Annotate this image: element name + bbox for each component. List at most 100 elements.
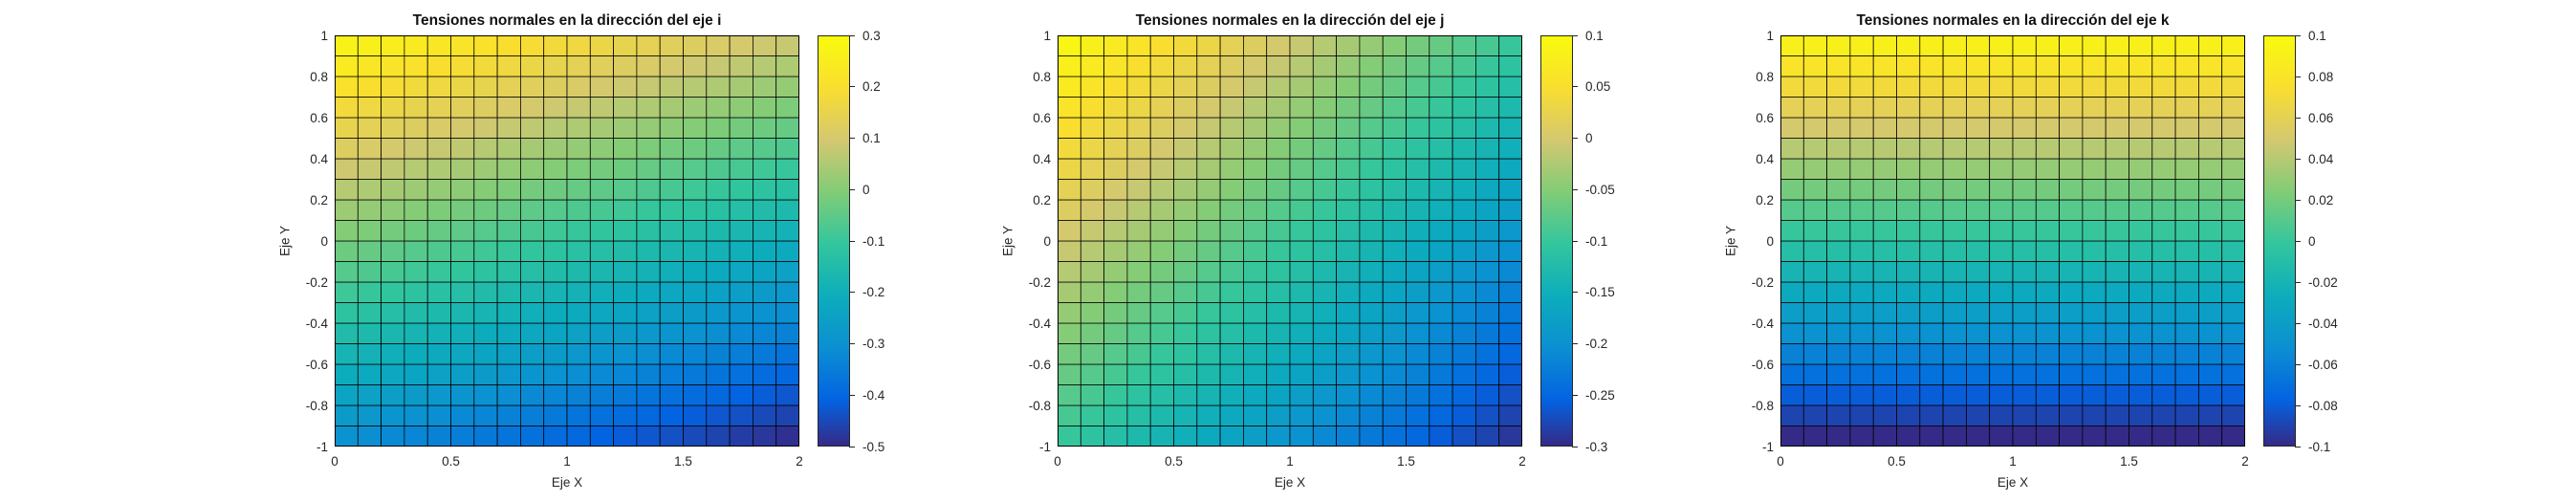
heatmap-cell: [2221, 117, 2245, 139]
heatmap-cell: [1966, 35, 1991, 56]
heatmap-cell: [1849, 261, 1874, 283]
heatmap-cell: [2151, 363, 2176, 385]
heatmap-cell: [357, 426, 382, 447]
heatmap-cell: [1058, 261, 1081, 283]
heatmap-cell: [2035, 158, 2060, 180]
y-tick-label: 1: [1766, 28, 1774, 43]
heatmap-cell: [381, 363, 405, 385]
heatmap-cell: [1429, 35, 1453, 56]
heatmap-cell: [1780, 199, 1804, 221]
heatmap-cell: [2151, 240, 2176, 262]
heatmap-cell: [1126, 97, 1151, 119]
heatmap-cell: [496, 179, 521, 201]
heatmap-cell: [520, 302, 545, 324]
heatmap-cell: [1336, 404, 1361, 426]
colorbar-tick-mark: [2295, 199, 2301, 201]
heatmap-cell: [473, 404, 498, 426]
heatmap-cell: [2082, 426, 2107, 447]
heatmap-cell: [1942, 281, 1967, 303]
heatmap-cell: [357, 322, 382, 344]
heatmap-cell: [1336, 302, 1361, 324]
heatmap-cell: [1103, 138, 1128, 160]
heatmap-cell: [2012, 138, 2037, 160]
heatmap-cell: [2105, 363, 2129, 385]
colorbar-tick-label: 0.04: [2308, 151, 2334, 166]
heatmap-cell: [1058, 179, 1081, 201]
heatmap-cell: [2012, 281, 2037, 303]
heatmap-cell: [357, 97, 382, 119]
heatmap-cell: [1896, 55, 1921, 77]
heatmap-cell: [1126, 138, 1151, 160]
heatmap-cell: [1196, 404, 1221, 426]
heatmap-cell: [381, 97, 405, 119]
heatmap-cell: [1429, 261, 1453, 283]
heatmap-cell: [1872, 158, 1897, 180]
heatmap-cell: [1475, 261, 1500, 283]
heatmap-cell: [1475, 404, 1500, 426]
heatmap-cell: [1780, 363, 1804, 385]
heatmap-cell: [381, 384, 405, 406]
heatmap-cell: [2221, 343, 2245, 365]
heatmap-cell: [1429, 322, 1453, 344]
y-tick-label: -0.4: [1028, 316, 1051, 331]
heatmap-cell: [1336, 240, 1361, 262]
heatmap-cell: [1289, 55, 1314, 77]
y-tick-label: 0: [320, 233, 328, 249]
heatmap-cell: [1382, 158, 1407, 180]
heatmap-cell: [2221, 426, 2245, 447]
heatmap-cell: [2174, 384, 2199, 406]
y-tick-label: 0.8: [1033, 69, 1051, 84]
heatmap-cell: [1266, 158, 1291, 180]
heatmap-cell: [2082, 76, 2107, 98]
heatmap-cell: [1312, 179, 1337, 201]
heatmap-cell: [1826, 117, 1851, 139]
heatmap-cell: [636, 220, 661, 242]
heatmap-cell: [450, 302, 475, 324]
colorbar-tick-label: 0.08: [2308, 69, 2334, 84]
colorbar-tick-mark: [2295, 117, 2301, 119]
heatmap-cell: [1103, 281, 1128, 303]
heatmap-cell: [1126, 179, 1151, 201]
heatmap-cell: [1849, 76, 1874, 98]
heatmap-cell: [1872, 240, 1897, 262]
heatmap-cell: [1802, 55, 1827, 77]
heatmap-cell: [404, 179, 428, 201]
heatmap-cell: [381, 76, 405, 98]
heatmap-cell: [683, 55, 708, 77]
heatmap-cell: [520, 138, 545, 160]
heatmap-cell: [2174, 302, 2199, 324]
heatmap-cell: [335, 261, 359, 283]
heatmap-cell: [1080, 179, 1104, 201]
heatmap-cell: [1196, 261, 1221, 283]
heatmap-cell: [2151, 97, 2176, 119]
heatmap-cell: [1849, 55, 1874, 77]
heatmap-cell: [2221, 138, 2245, 160]
colorbar-tick-mark: [1572, 240, 1578, 242]
y-tick-label: -1: [1761, 439, 1774, 454]
heatmap-cell: [659, 220, 684, 242]
heatmap-cell: [1173, 426, 1198, 447]
heatmap-cell: [520, 322, 545, 344]
heatmap-cell: [2221, 55, 2245, 77]
heatmap-cell: [1406, 199, 1430, 221]
heatmap-cell: [1475, 384, 1500, 406]
heatmap-cell: [2221, 35, 2245, 56]
heatmap-cell: [2059, 179, 2084, 201]
plot-title: Tensiones normales en la dirección del e…: [1856, 12, 2170, 29]
heatmap-cell: [450, 55, 475, 77]
heatmap-cell: [335, 199, 359, 221]
heatmap-cell: [613, 55, 638, 77]
heatmap-cell: [1173, 199, 1198, 221]
heatmap-cell: [706, 281, 731, 303]
heatmap-cell: [1058, 199, 1081, 221]
colorbar-tick-label: -0.1: [2308, 439, 2331, 454]
heatmap-cell: [729, 322, 753, 344]
heatmap-cell: [404, 35, 428, 56]
heatmap-cell: [1872, 199, 1897, 221]
heatmap-cell: [2105, 76, 2129, 98]
heatmap-cell: [404, 158, 428, 180]
heatmap-cell: [1802, 220, 1827, 242]
heatmap-cell: [753, 281, 777, 303]
heatmap-cell: [335, 117, 359, 139]
heatmap-cell: [1780, 343, 1804, 365]
